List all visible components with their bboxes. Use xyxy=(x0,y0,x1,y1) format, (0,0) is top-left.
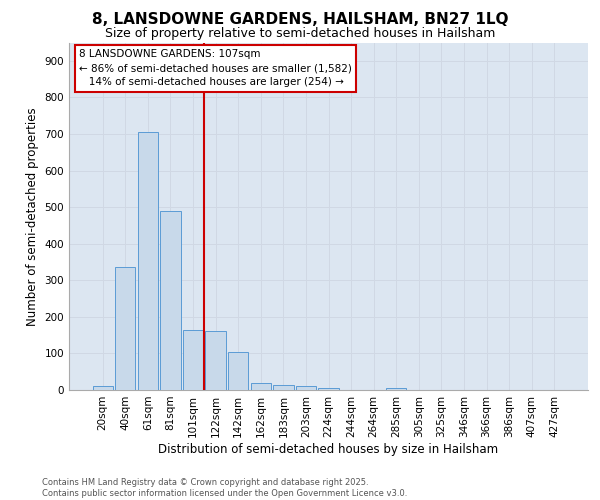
Text: 8, LANSDOWNE GARDENS, HAILSHAM, BN27 1LQ: 8, LANSDOWNE GARDENS, HAILSHAM, BN27 1LQ xyxy=(92,12,508,28)
Bar xyxy=(273,384,293,390)
Bar xyxy=(251,382,271,390)
X-axis label: Distribution of semi-detached houses by size in Hailsham: Distribution of semi-detached houses by … xyxy=(158,442,499,456)
Bar xyxy=(205,332,226,390)
Bar xyxy=(92,386,113,390)
Text: 8 LANSDOWNE GARDENS: 107sqm
← 86% of semi-detached houses are smaller (1,582)
  : 8 LANSDOWNE GARDENS: 107sqm ← 86% of sem… xyxy=(79,50,352,88)
Bar xyxy=(296,386,316,390)
Bar xyxy=(183,330,203,390)
Bar xyxy=(115,268,136,390)
Bar xyxy=(319,388,338,390)
Text: Size of property relative to semi-detached houses in Hailsham: Size of property relative to semi-detach… xyxy=(105,28,495,40)
Bar xyxy=(160,211,181,390)
Bar xyxy=(228,352,248,390)
Text: Contains HM Land Registry data © Crown copyright and database right 2025.
Contai: Contains HM Land Registry data © Crown c… xyxy=(42,478,407,498)
Bar xyxy=(386,388,406,390)
Bar xyxy=(138,132,158,390)
Y-axis label: Number of semi-detached properties: Number of semi-detached properties xyxy=(26,107,39,326)
